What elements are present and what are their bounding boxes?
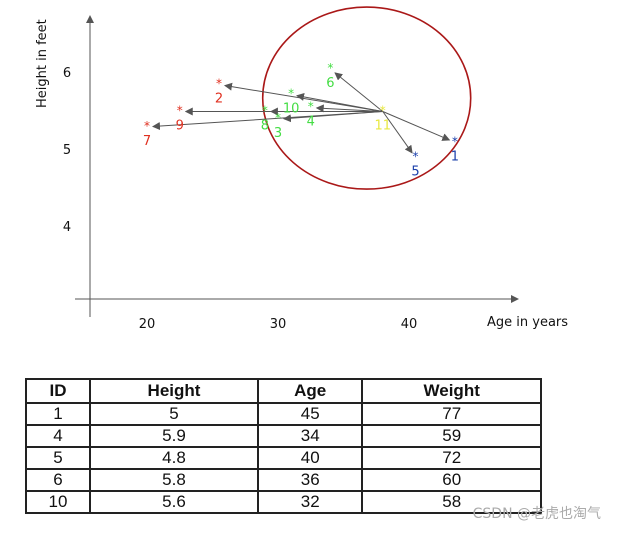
distance-arrow: [315, 104, 383, 113]
data-point-marker: *: [216, 77, 222, 91]
table-cell: 10: [24, 490, 92, 514]
table-cell: 5: [24, 446, 92, 470]
data-point-label: 9: [176, 119, 184, 134]
y-axis-label: Height in feet: [35, 19, 50, 108]
data-point-label: 1: [451, 149, 459, 164]
distance-arrow: [296, 92, 383, 112]
column-header: ID: [24, 378, 92, 404]
x-tick-label: 30: [270, 317, 287, 332]
query-point-marker: *: [380, 104, 386, 118]
y-tick-label: 5: [63, 143, 71, 158]
table-cell: 5: [89, 402, 259, 426]
table-cell: 59: [361, 424, 542, 448]
neighbor-circle: [261, 6, 472, 190]
table-cell: 4: [24, 424, 92, 448]
table-row: 6 5.8 36 60: [24, 468, 542, 492]
column-header: Height: [89, 378, 259, 404]
table-row: 4 5.9 34 59: [24, 424, 542, 448]
x-tick-label: 40: [401, 317, 418, 332]
query-point-label: 11: [375, 119, 392, 134]
data-point-marker: *: [177, 104, 183, 118]
distance-arrow: [382, 111, 451, 141]
y-tick-label: 6: [63, 66, 71, 81]
table-cell: 36: [256, 468, 364, 492]
table-row: 10 5.6 32 58: [24, 490, 542, 514]
watermark: CSDN @老虎也淘气: [472, 506, 601, 522]
table-row: 5 4.8 40 72: [24, 446, 542, 470]
table-cell: 58: [361, 490, 542, 514]
data-point-label: 8: [261, 119, 269, 134]
data-point-label: 3: [274, 126, 282, 141]
table-cell: 40: [256, 446, 364, 470]
table-header-row: ID Height Age Weight: [24, 378, 542, 404]
data-point-label: 10: [283, 102, 300, 117]
table-cell: 1: [24, 402, 92, 426]
table-cell: 5.8: [89, 468, 259, 492]
data-point-marker: *: [262, 104, 268, 118]
table-cell: 60: [361, 468, 542, 492]
data-point-marker: *: [308, 100, 314, 114]
data-point-label: 2: [215, 92, 223, 107]
distance-arrow: [382, 111, 413, 154]
x-tick-label: 20: [139, 317, 156, 332]
data-point-marker: *: [327, 61, 333, 75]
distance-arrow: [151, 111, 383, 131]
table-cell: 5.9: [89, 424, 259, 448]
data-point-label: 5: [411, 165, 419, 180]
data-point-marker: *: [452, 134, 458, 148]
distance-arrow: [334, 72, 384, 112]
table-cell: 4.8: [89, 446, 259, 470]
table-cell: 72: [361, 446, 542, 470]
column-header: Age: [256, 378, 364, 404]
table-cell: 5.6: [89, 490, 259, 514]
table-cell: 32: [256, 490, 364, 514]
table-cell: 6: [24, 468, 92, 492]
table-cell: 34: [256, 424, 364, 448]
data-point-marker: *: [275, 111, 281, 125]
data-point-marker: *: [413, 150, 419, 164]
data-point-marker: *: [288, 87, 294, 101]
column-header: Weight: [361, 378, 542, 404]
table-row: 1 5 45 77: [24, 402, 542, 426]
data-point-label: 4: [307, 115, 315, 130]
table-cell: 77: [361, 402, 542, 426]
x-axis-label: Age in years: [487, 315, 568, 330]
data-point-marker: *: [144, 119, 150, 133]
y-tick-label: 4: [63, 220, 71, 235]
data-point-label: 6: [326, 76, 334, 91]
table-cell: 45: [256, 402, 364, 426]
data-point-label: 7: [143, 134, 151, 149]
data-table: ID Height Age Weight 1 5 45 77 4 5.9 34 59 5 4.8 40 72…: [24, 378, 542, 514]
